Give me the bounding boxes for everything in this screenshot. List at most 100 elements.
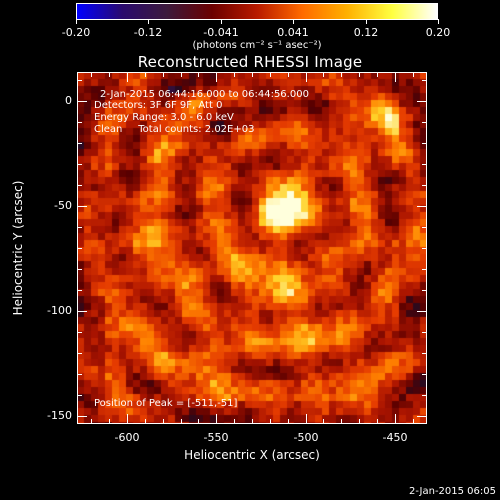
colorbar-tick	[76, 19, 77, 24]
y-minor-tick	[77, 122, 82, 123]
y-minor-tick	[422, 353, 427, 354]
colorbar-tick-label: -0.20	[61, 26, 91, 39]
y-minor-tick	[77, 206, 82, 207]
x-minor-tick	[270, 419, 271, 424]
y-minor-tick	[77, 332, 82, 333]
y-minor-tick	[77, 416, 82, 417]
x-tick-label: -600	[114, 431, 140, 444]
y-minor-tick	[422, 227, 427, 228]
x-tick-top	[306, 72, 307, 82]
y-minor-tick	[422, 80, 427, 81]
y-minor-tick	[422, 269, 427, 270]
x-minor-tick	[252, 419, 253, 424]
y-minor-tick	[422, 143, 427, 144]
colorbar-tick-label: -0.041	[203, 26, 239, 39]
y-minor-tick	[422, 164, 427, 165]
y-minor-tick	[77, 395, 82, 396]
y-minor-tick	[422, 290, 427, 291]
x-axis-label: Heliocentric X (arcsec)	[184, 448, 320, 462]
x-minor-tick	[109, 419, 110, 424]
y-axis-label: Heliocentric Y (arcsec)	[11, 180, 25, 316]
peak-position-annotation: Position of Peak = [-511,-51]	[94, 398, 238, 409]
colorbar-tick	[438, 19, 439, 24]
colorbar-tick	[221, 19, 222, 24]
y-minor-tick	[422, 311, 427, 312]
x-minor-tick	[145, 72, 146, 77]
x-tick-top	[395, 72, 396, 82]
colorbar-tick	[293, 19, 294, 24]
detectors-annotation: Detectors: 3F 6F 9F, Att 0	[94, 100, 223, 111]
y-minor-tick	[77, 101, 82, 102]
colorbar-tick-label: 0.041	[277, 26, 309, 39]
x-minor-tick	[163, 72, 164, 77]
y-minor-tick	[422, 248, 427, 249]
x-minor-tick	[395, 419, 396, 424]
x-minor-tick	[359, 419, 360, 424]
algorithm-annotation: Clean Total counts: 2.02E+03	[94, 124, 255, 135]
x-minor-tick	[91, 72, 92, 77]
x-minor-tick	[306, 419, 307, 424]
y-tick-label: -50	[54, 199, 72, 212]
x-minor-tick	[288, 72, 289, 77]
y-minor-tick	[77, 143, 82, 144]
y-minor-tick	[422, 101, 427, 102]
x-minor-tick	[163, 419, 164, 424]
y-minor-tick	[422, 185, 427, 186]
x-minor-tick	[145, 419, 146, 424]
x-minor-tick	[216, 419, 217, 424]
heatmap-canvas	[77, 72, 427, 424]
x-minor-tick	[198, 72, 199, 77]
x-minor-tick	[109, 72, 110, 77]
y-tick-label: 0	[65, 94, 72, 107]
x-tick-label: -500	[293, 431, 319, 444]
y-minor-tick	[77, 311, 82, 312]
x-minor-tick	[181, 419, 182, 424]
y-minor-tick	[77, 227, 82, 228]
y-tick	[77, 101, 87, 102]
x-tick-top	[216, 72, 217, 82]
x-tick-top	[127, 72, 128, 82]
y-tick-label: -100	[47, 304, 72, 317]
x-minor-tick	[413, 72, 414, 77]
y-tick-label: -150	[47, 409, 72, 422]
x-minor-tick	[323, 72, 324, 77]
y-minor-tick	[77, 269, 82, 270]
y-minor-tick	[77, 353, 82, 354]
y-minor-tick	[422, 206, 427, 207]
time-range-annotation: 2-Jan-2015 06:44:16.000 to 06:44:56.000	[100, 89, 309, 100]
colorbar-tick	[366, 19, 367, 24]
footer-timestamp: 2-Jan-2015 06:05	[409, 486, 496, 497]
y-tick	[77, 206, 87, 207]
y-minor-tick	[77, 374, 82, 375]
x-minor-tick	[341, 72, 342, 77]
rhessi-image	[77, 72, 427, 424]
y-tick	[77, 416, 87, 417]
plot-title: Reconstructed RHESSI Image	[137, 53, 363, 71]
x-minor-tick	[91, 419, 92, 424]
x-minor-tick	[306, 72, 307, 77]
x-minor-tick	[270, 72, 271, 77]
x-minor-tick	[127, 72, 128, 77]
x-tick-label: -450	[382, 431, 408, 444]
y-minor-tick	[77, 80, 82, 81]
x-minor-tick	[127, 419, 128, 424]
x-minor-tick	[395, 72, 396, 77]
y-minor-tick	[77, 248, 82, 249]
y-tick	[77, 311, 87, 312]
colorbar	[76, 3, 438, 20]
y-minor-tick	[77, 185, 82, 186]
energy-range-annotation: Energy Range: 3.0 - 6.0 keV	[94, 112, 234, 123]
x-minor-tick	[323, 419, 324, 424]
x-minor-tick	[198, 419, 199, 424]
x-minor-tick	[181, 72, 182, 77]
y-minor-tick	[422, 374, 427, 375]
y-minor-tick	[422, 395, 427, 396]
x-minor-tick	[234, 419, 235, 424]
colorbar-units: (photons cm⁻² s⁻¹ asec⁻²)	[192, 40, 322, 51]
colorbar-tick-label: -0.12	[133, 26, 163, 39]
colorbar-tick-label: 0.20	[425, 26, 451, 39]
y-minor-tick	[77, 164, 82, 165]
x-minor-tick	[359, 72, 360, 77]
colorbar-tick	[148, 19, 149, 24]
y-minor-tick	[422, 332, 427, 333]
